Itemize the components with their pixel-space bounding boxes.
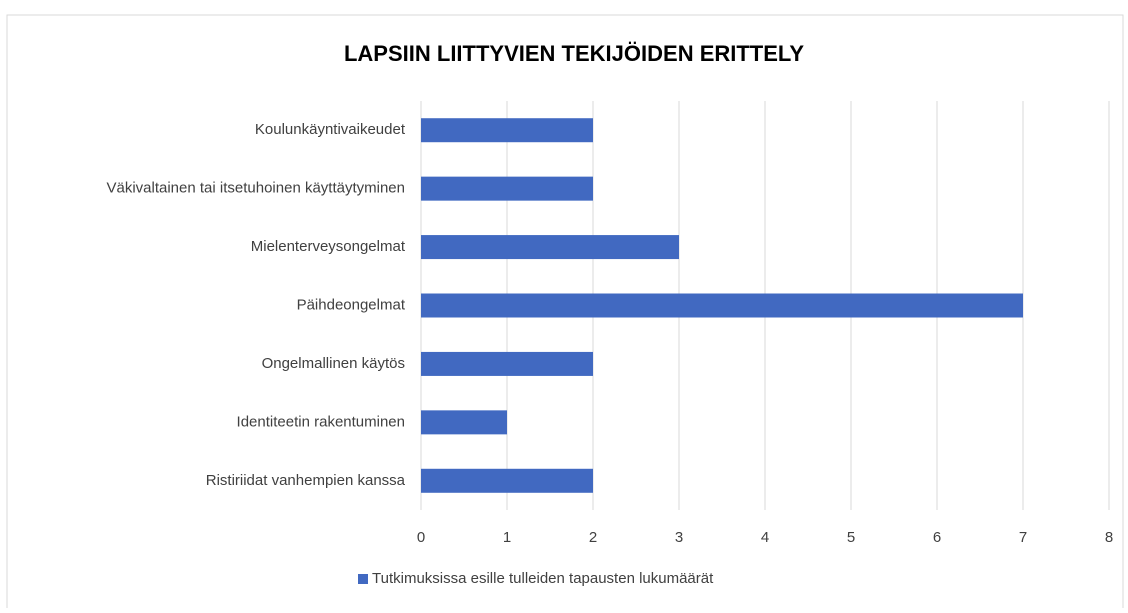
x-tick-label: 5: [847, 529, 855, 546]
chart-title: LAPSIIN LIITTYVIEN TEKIJÖIDEN ERITTELY: [344, 41, 804, 66]
x-tick-label: 1: [503, 529, 511, 546]
legend-swatch: [358, 574, 368, 584]
y-tick-label: Mielenterveysongelmat: [251, 238, 406, 255]
y-tick-label: Väkivaltainen tai itsetuhoinen käyttäyty…: [106, 180, 405, 197]
bar: [421, 293, 1023, 318]
bar: [421, 118, 593, 143]
x-tick-label: 6: [933, 529, 941, 546]
y-tick-label: Identiteetin rakentuminen: [237, 413, 405, 430]
x-tick-label: 2: [589, 529, 597, 546]
x-tick-label: 8: [1105, 529, 1113, 546]
y-tick-label: Koulunkäyntivaikeudet: [255, 121, 406, 138]
legend-label: Tutkimuksissa esille tulleiden tapausten…: [372, 570, 714, 587]
x-tick-label: 3: [675, 529, 683, 546]
y-tick-label: Ristiriidat vanhempien kanssa: [206, 472, 406, 489]
bar: [421, 468, 593, 493]
x-tick-label: 4: [761, 529, 769, 546]
bar: [421, 351, 593, 376]
y-tick-label: Päihdeongelmat: [297, 296, 406, 313]
bar: [421, 235, 679, 260]
bar: [421, 176, 593, 201]
x-tick-label: 0: [417, 529, 425, 546]
x-tick-label: 7: [1019, 529, 1027, 546]
bar: [421, 410, 507, 435]
y-tick-label: Ongelmallinen käytös: [262, 355, 405, 372]
